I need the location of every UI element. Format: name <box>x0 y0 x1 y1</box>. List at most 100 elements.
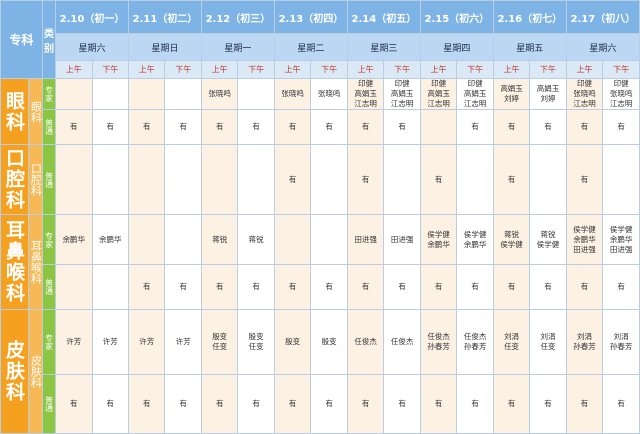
schedule-row: 眼科 眼科 专家 张晓鸣 张晓鸣 张晓鸣 印健 高娟玉 江志明 印健 高娟玉 江志明 印健 高娟玉 江志明印… <box>0 78 640 145</box>
schedule-cell <box>91 144 129 215</box>
schedule-cell: 田进强 <box>383 214 421 265</box>
schedule-cell: 蒋锐 侯学健 <box>492 214 531 265</box>
schedule-cell: 有 <box>565 264 604 310</box>
session: 上午 <box>419 60 458 79</box>
doctor-name: 殷变 <box>248 332 264 341</box>
date: 2.12（初三） <box>200 0 275 34</box>
schedule-cell: 高娟玉 刘婷 <box>492 78 531 110</box>
header-row: 上午 下午 上午 下午 上午 下午 上午 下午 上午 下午 上午 下午 上午 下午 上午 下午 <box>1 60 640 79</box>
schedule-cell: 有 <box>419 374 458 434</box>
schedule-cell: 许芳 <box>91 309 129 375</box>
schedule-cell: 有 <box>456 374 494 434</box>
schedule-cell: 有 <box>237 109 275 145</box>
session: 上午 <box>273 60 312 79</box>
date: 2.10（初一） <box>55 0 129 34</box>
schedule-cell: 有 <box>164 264 202 310</box>
schedule-cell: 有 <box>237 374 275 434</box>
schedule-cell <box>164 214 202 265</box>
doctor-name: 任变 <box>248 342 264 351</box>
doctor-name: 高娟玉 <box>390 89 414 98</box>
session: 下午 <box>310 60 348 79</box>
schedule-cell: 有 <box>492 109 531 145</box>
date: 2.13（初四） <box>273 0 348 34</box>
doctor-name: 任俊杰 <box>427 332 450 341</box>
schedule-cell <box>55 78 93 110</box>
department-tag: 皮肤科 <box>27 309 44 434</box>
schedule-cell: 有 <box>346 144 385 215</box>
doctor-name: 余鹏华 <box>98 234 122 244</box>
schedule-cell: 侯学健 余鹏华 田进强 <box>602 214 640 265</box>
category: 专家 <box>42 214 57 265</box>
schedule-row: 普通有有有有有有有有有有有有有有 <box>1 264 640 310</box>
schedule-cell: 印健 张晓鸣 江志明 <box>602 78 640 110</box>
schedule-cell <box>200 144 239 215</box>
schedule-cell <box>273 214 312 265</box>
schedule-cell: 有 <box>91 109 129 145</box>
schedule-cell: 有 <box>310 264 348 310</box>
doctor-name: 印健 <box>394 79 410 89</box>
doctor-name: 任俊杰 <box>463 332 487 341</box>
doctor-name: 张晓鸣 <box>609 89 633 98</box>
doctor-name: 刘涓 <box>577 332 593 341</box>
date: 2.14（初五） <box>346 0 421 34</box>
category: 普通 <box>42 264 57 310</box>
schedule-cell: 有 <box>237 264 275 310</box>
session: 下午 <box>602 60 640 79</box>
doctor-name: 田进强 <box>390 234 414 244</box>
weekday: 星期四 <box>419 33 494 61</box>
schedule-cell <box>127 78 166 110</box>
schedule-cell: 侯学健 余鹏华 <box>419 214 458 265</box>
weekday: 星期三 <box>346 33 421 61</box>
schedule-cell: 张晓鸣 <box>310 78 348 110</box>
schedule-cell <box>529 144 567 215</box>
doctor-name: 印健 <box>467 79 483 89</box>
doctor-name: 江志明 <box>463 99 487 108</box>
doctor-name: 江志明 <box>354 99 377 108</box>
doctor-name: 蒋锐 <box>212 234 228 244</box>
schedule-cell: 张晓鸣 <box>200 78 239 110</box>
schedule-cell: 有 <box>200 374 239 434</box>
doctor-name: 张晓鸣 <box>208 89 231 98</box>
doctor-name: 高娟玉 <box>463 89 487 98</box>
schedule-row: 皮肤科 皮肤科 专家 许芳 许芳 许芳 许芳 殷变 任变 殷变 任变 殷变 殷变 任俊杰 任俊杰 任俊杰 孙春芳… <box>0 309 640 434</box>
session: 上午 <box>200 60 239 79</box>
session: 上午 <box>565 60 604 79</box>
department: 耳鼻喉科 <box>0 214 29 310</box>
schedule-row: 普通有有有有有有有有有有有有有有有有 <box>1 374 640 434</box>
schedule-cell: 刘涓 孙春芳 <box>602 309 640 375</box>
schedule-cell: 有 <box>383 264 421 310</box>
weekday: 星期日 <box>127 33 202 61</box>
schedule-cell: 印健 高娟玉 江志明 <box>383 78 421 110</box>
doctor-name: 江志明 <box>573 99 596 108</box>
schedule-cell: 有 <box>346 109 385 145</box>
doctor-name: 田进强 <box>609 244 633 254</box>
schedule-row: 耳鼻喉科 耳鼻喉科 专家 余鹏华 余鹏华 蒋锐 蒋锐 田进强 田进强 侯学健 余鹏华 侯学健 余鹏华 蒋锐… <box>0 214 640 310</box>
schedule-cell: 刘涓 任变 <box>492 309 531 375</box>
schedule-cell: 许芳 <box>127 309 166 375</box>
schedule-cell: 蒋锐 侯学健 <box>529 214 567 265</box>
schedule-cell: 蒋锐 <box>200 214 239 265</box>
schedule-cell: 有 <box>565 109 604 145</box>
schedule-cell: 许芳 <box>55 309 93 375</box>
schedule-cell: 有 <box>273 374 312 434</box>
schedule-cell: 有 <box>346 264 385 310</box>
doctor-name: 余鹏华 <box>463 239 487 249</box>
schedule-cell: 有 <box>456 109 494 145</box>
schedule-cell: 有 <box>529 109 567 145</box>
schedule-cell: 有 <box>127 109 166 145</box>
doctor-name: 许芳 <box>175 337 191 346</box>
doctor-name: 侯学健 <box>500 239 523 249</box>
schedule-cell: 有 <box>383 109 421 145</box>
date: 2.15（初六） <box>419 0 494 34</box>
schedule-cell: 高娟玉 刘婷 <box>529 78 567 110</box>
doctor-name: 任变 <box>504 342 520 351</box>
doctor-name: 任俊杰 <box>354 337 377 346</box>
doctor-name: 殷变 <box>212 332 228 341</box>
schedule-cell: 刘涓 孙春芳 <box>565 309 604 375</box>
category: 专家 <box>42 78 57 110</box>
doctor-name: 侯学健 <box>427 229 450 239</box>
schedule-cell <box>127 144 166 215</box>
doctor-name: 蒋锐 <box>540 229 556 239</box>
doctor-name: 高娟玉 <box>536 84 560 93</box>
